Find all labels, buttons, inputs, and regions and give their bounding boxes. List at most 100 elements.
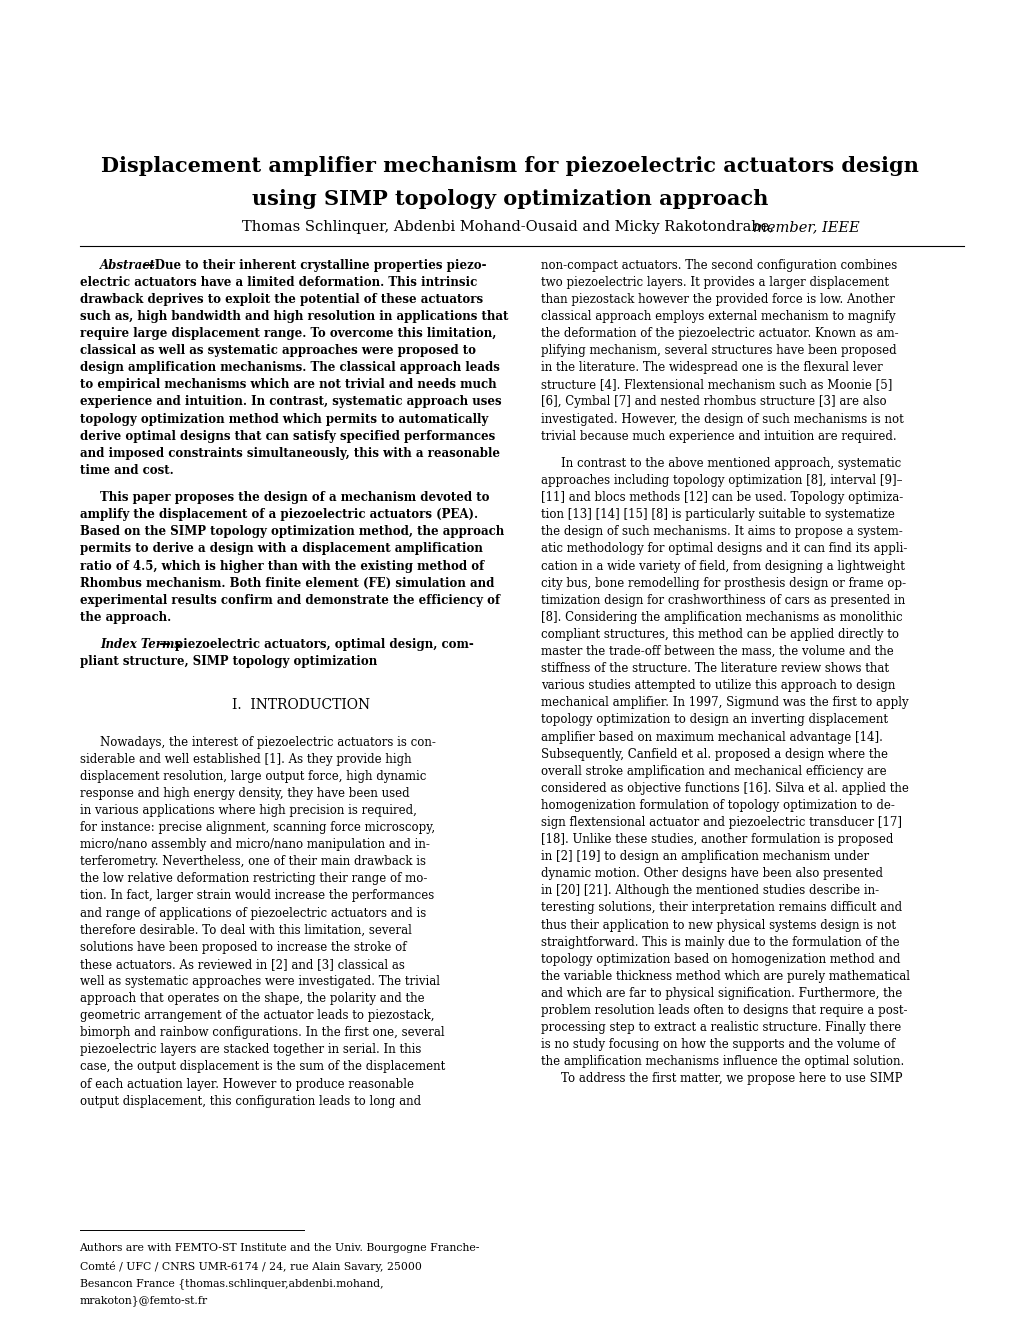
Text: In contrast to the above mentioned approach, systematic: In contrast to the above mentioned appro… [560, 457, 901, 470]
Text: in [20] [21]. Although the mentioned studies describe in-: in [20] [21]. Although the mentioned stu… [540, 884, 877, 898]
Text: This paper proposes the design of a mechanism devoted to: This paper proposes the design of a mech… [100, 491, 489, 504]
Text: in the literature. The widespread one is the flexural lever: in the literature. The widespread one is… [540, 362, 881, 375]
Text: and which are far to physical signification. Furthermore, the: and which are far to physical significat… [540, 987, 901, 1001]
Text: approaches including topology optimization [8], interval [9]–: approaches including topology optimizati… [540, 474, 901, 487]
Text: ratio of 4.5, which is higher than with the existing method of: ratio of 4.5, which is higher than with … [79, 560, 483, 573]
Text: mechanical amplifier. In 1997, Sigmund was the first to apply: mechanical amplifier. In 1997, Sigmund w… [540, 697, 907, 709]
Text: the variable thickness method which are purely mathematical: the variable thickness method which are … [540, 970, 909, 983]
Text: Comté / UFC / CNRS UMR-6174 / 24, rue Alain Savary, 25000: Comté / UFC / CNRS UMR-6174 / 24, rue Al… [79, 1261, 421, 1271]
Text: the low relative deformation restricting their range of mo-: the low relative deformation restricting… [79, 873, 427, 886]
Text: two piezoelectric layers. It provides a larger displacement: two piezoelectric layers. It provides a … [540, 276, 888, 289]
Text: [6], Cymbal [7] and nested rhombus structure [3] are also: [6], Cymbal [7] and nested rhombus struc… [540, 396, 886, 408]
Text: topology optimization method which permits to automatically: topology optimization method which permi… [79, 413, 487, 425]
Text: amplifier based on maximum mechanical advantage [14].: amplifier based on maximum mechanical ad… [540, 730, 881, 743]
Text: thus their application to new physical systems design is not: thus their application to new physical s… [540, 919, 895, 932]
Text: straightforward. This is mainly due to the formulation of the: straightforward. This is mainly due to t… [540, 936, 899, 949]
Text: well as systematic approaches were investigated. The trivial: well as systematic approaches were inves… [79, 975, 439, 987]
Text: sign flextensional actuator and piezoelectric transducer [17]: sign flextensional actuator and piezoele… [540, 816, 901, 829]
Text: the deformation of the piezoelectric actuator. Known as am-: the deformation of the piezoelectric act… [540, 327, 898, 341]
Text: derive optimal designs that can satisfy specified performances: derive optimal designs that can satisfy … [79, 430, 494, 442]
Text: the amplification mechanisms influence the optimal solution.: the amplification mechanisms influence t… [540, 1055, 903, 1068]
Text: is no study focusing on how the supports and the volume of: is no study focusing on how the supports… [540, 1039, 894, 1051]
Text: permits to derive a design with a displacement amplification: permits to derive a design with a displa… [79, 543, 482, 556]
Text: compliant structures, this method can be applied directly to: compliant structures, this method can be… [540, 628, 898, 642]
Text: Displacement amplifier mechanism for piezoelectric actuators design: Displacement amplifier mechanism for pie… [101, 156, 918, 176]
Text: master the trade-off between the mass, the volume and the: master the trade-off between the mass, t… [540, 645, 893, 659]
Text: — piezoelectric actuators, optimal design, com-: — piezoelectric actuators, optimal desig… [159, 638, 473, 651]
Text: electric actuators have a limited deformation. This intrinsic: electric actuators have a limited deform… [79, 276, 476, 289]
Text: classical approach employs external mechanism to magnify: classical approach employs external mech… [540, 310, 895, 323]
Text: city bus, bone remodelling for prosthesis design or frame op-: city bus, bone remodelling for prosthesi… [540, 577, 905, 590]
Text: require large displacement range. To overcome this limitation,: require large displacement range. To ove… [79, 327, 495, 341]
Text: member, IEEE: member, IEEE [752, 220, 859, 235]
Text: approach that operates on the shape, the polarity and the: approach that operates on the shape, the… [79, 993, 424, 1005]
Text: topology optimization based on homogenization method and: topology optimization based on homogeniz… [540, 953, 899, 966]
Text: Rhombus mechanism. Both finite element (FE) simulation and: Rhombus mechanism. Both finite element (… [79, 577, 493, 590]
Text: cation in a wide variety of field, from designing a lightweight: cation in a wide variety of field, from … [540, 560, 904, 573]
Text: such as, high bandwidth and high resolution in applications that: such as, high bandwidth and high resolut… [79, 310, 507, 323]
Text: Abstract: Abstract [100, 259, 156, 272]
Text: output displacement, this configuration leads to long and: output displacement, this configuration … [79, 1094, 420, 1107]
Text: overall stroke amplification and mechanical efficiency are: overall stroke amplification and mechani… [540, 764, 886, 777]
Text: timization design for crashworthiness of cars as presented in: timization design for crashworthiness of… [540, 594, 904, 607]
Text: the approach.: the approach. [79, 611, 170, 624]
Text: [8]. Considering the amplification mechanisms as monolithic: [8]. Considering the amplification mecha… [540, 611, 902, 624]
Text: experience and intuition. In contrast, systematic approach uses: experience and intuition. In contrast, s… [79, 396, 500, 408]
Text: mrakoton}@femto-st.fr: mrakoton}@femto-st.fr [79, 1295, 208, 1305]
Text: the design of such mechanisms. It aims to propose a system-: the design of such mechanisms. It aims t… [540, 525, 902, 539]
Text: I.  INTRODUCTION: I. INTRODUCTION [231, 698, 370, 711]
Text: Besancon France {thomas.schlinquer,abdenbi.mohand,: Besancon France {thomas.schlinquer,abden… [79, 1278, 383, 1288]
Text: topology optimization to design an inverting displacement: topology optimization to design an inver… [540, 713, 887, 726]
Text: solutions have been proposed to increase the stroke of: solutions have been proposed to increase… [79, 941, 406, 954]
Text: [11] and blocs methods [12] can be used. Topology optimiza-: [11] and blocs methods [12] can be used.… [540, 491, 902, 504]
Text: To address the first matter, we propose here to use SIMP: To address the first matter, we propose … [560, 1072, 902, 1085]
Text: siderable and well established [1]. As they provide high: siderable and well established [1]. As t… [79, 752, 411, 766]
Text: piezoelectric layers are stacked together in serial. In this: piezoelectric layers are stacked togethe… [79, 1043, 421, 1056]
Text: terferometry. Nevertheless, one of their main drawback is: terferometry. Nevertheless, one of their… [79, 855, 425, 869]
Text: therefore desirable. To deal with this limitation, several: therefore desirable. To deal with this l… [79, 924, 411, 937]
Text: displacement resolution, large output force, high dynamic: displacement resolution, large output fo… [79, 770, 426, 783]
Text: experimental results confirm and demonstrate the efficiency of: experimental results confirm and demonst… [79, 594, 499, 607]
Text: various studies attempted to utilize this approach to design: various studies attempted to utilize thi… [540, 680, 894, 692]
Text: for instance: precise alignment, scanning force microscopy,: for instance: precise alignment, scannin… [79, 821, 434, 834]
Text: in [2] [19] to design an amplification mechanism under: in [2] [19] to design an amplification m… [540, 850, 868, 863]
Text: than piezostack however the provided force is low. Another: than piezostack however the provided for… [540, 293, 894, 306]
Text: tion [13] [14] [15] [8] is particularly suitable to systematize: tion [13] [14] [15] [8] is particularly … [540, 508, 894, 521]
Text: micro/nano assembly and micro/nano manipulation and in-: micro/nano assembly and micro/nano manip… [79, 838, 429, 851]
Text: dynamic motion. Other designs have been also presented: dynamic motion. Other designs have been … [540, 867, 881, 880]
Text: tion. In fact, larger strain would increase the performances: tion. In fact, larger strain would incre… [79, 890, 433, 903]
Text: in various applications where high precision is required,: in various applications where high preci… [79, 804, 416, 817]
Text: design amplification mechanisms. The classical approach leads: design amplification mechanisms. The cla… [79, 362, 499, 375]
Text: —Due to their inherent crystalline properties piezo-: —Due to their inherent crystalline prope… [143, 259, 486, 272]
Text: problem resolution leads often to designs that require a post-: problem resolution leads often to design… [540, 1005, 906, 1016]
Text: trivial because much experience and intuition are required.: trivial because much experience and intu… [540, 430, 896, 442]
Text: stiffness of the structure. The literature review shows that: stiffness of the structure. The literatu… [540, 663, 888, 675]
Text: drawback deprives to exploit the potential of these actuators: drawback deprives to exploit the potenti… [79, 293, 482, 306]
Text: response and high energy density, they have been used: response and high energy density, they h… [79, 787, 409, 800]
Text: Based on the SIMP topology optimization method, the approach: Based on the SIMP topology optimization … [79, 525, 503, 539]
Text: using SIMP topology optimization approach: using SIMP topology optimization approac… [252, 189, 767, 209]
Text: Authors are with FEMTO-ST Institute and the Univ. Bourgogne Franche-: Authors are with FEMTO-ST Institute and … [79, 1243, 480, 1254]
Text: atic methodology for optimal designs and it can find its appli-: atic methodology for optimal designs and… [540, 543, 906, 556]
Text: of each actuation layer. However to produce reasonable: of each actuation layer. However to prod… [79, 1077, 413, 1090]
Text: Index Terms: Index Terms [100, 638, 180, 651]
Text: and imposed constraints simultaneously, this with a reasonable: and imposed constraints simultaneously, … [79, 446, 499, 459]
Text: [18]. Unlike these studies, another formulation is proposed: [18]. Unlike these studies, another form… [540, 833, 892, 846]
Text: teresting solutions, their interpretation remains difficult and: teresting solutions, their interpretatio… [540, 902, 901, 915]
Text: case, the output displacement is the sum of the displacement: case, the output displacement is the sum… [79, 1060, 444, 1073]
Text: time and cost.: time and cost. [79, 463, 173, 477]
Text: homogenization formulation of topology optimization to de-: homogenization formulation of topology o… [540, 799, 894, 812]
Text: pliant structure, SIMP topology optimization: pliant structure, SIMP topology optimiza… [79, 655, 376, 668]
Text: amplify the displacement of a piezoelectric actuators (PEA).: amplify the displacement of a piezoelect… [79, 508, 477, 521]
Text: processing step to extract a realistic structure. Finally there: processing step to extract a realistic s… [540, 1022, 900, 1034]
Text: these actuators. As reviewed in [2] and [3] classical as: these actuators. As reviewed in [2] and … [79, 958, 405, 972]
Text: plifying mechanism, several structures have been proposed: plifying mechanism, several structures h… [540, 345, 896, 358]
Text: Thomas Schlinquer, Abdenbi Mohand-Ousaid and Micky Rakotondrabe,: Thomas Schlinquer, Abdenbi Mohand-Ousaid… [242, 220, 777, 235]
Text: bimorph and rainbow configurations. In the first one, several: bimorph and rainbow configurations. In t… [79, 1026, 443, 1039]
Text: considered as objective functions [16]. Silva et al. applied the: considered as objective functions [16]. … [540, 781, 908, 795]
Text: classical as well as systematic approaches were proposed to: classical as well as systematic approach… [79, 345, 475, 358]
Text: investigated. However, the design of such mechanisms is not: investigated. However, the design of suc… [540, 413, 903, 425]
Text: and range of applications of piezoelectric actuators and is: and range of applications of piezoelectr… [79, 907, 425, 920]
Text: Nowadays, the interest of piezoelectric actuators is con-: Nowadays, the interest of piezoelectric … [100, 735, 435, 748]
Text: non-compact actuators. The second configuration combines: non-compact actuators. The second config… [540, 259, 896, 272]
